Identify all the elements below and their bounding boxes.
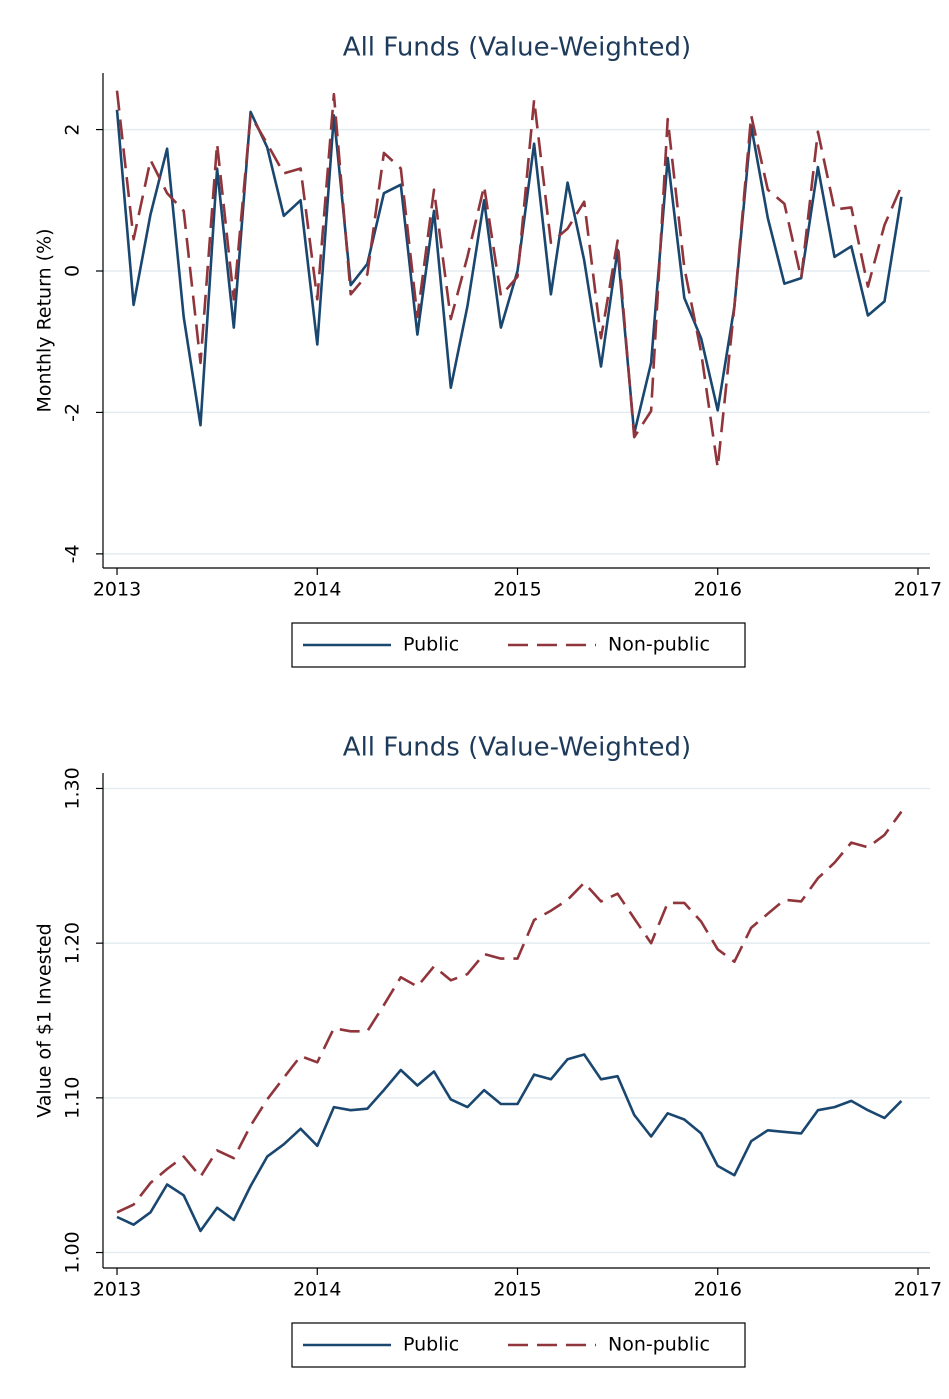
series-line xyxy=(116,1053,903,1233)
x-tick-label: 2016 xyxy=(694,579,742,601)
legend-label: Non-public xyxy=(608,1334,710,1356)
x-tick-label: 2013 xyxy=(93,579,141,601)
x-tick-label: 2013 xyxy=(93,1279,141,1301)
x-tick-label: 2014 xyxy=(293,1279,341,1301)
x-tick-label: 2017 xyxy=(894,579,942,601)
y-tick-label: -4 xyxy=(62,544,84,563)
y-tick-label: -2 xyxy=(62,403,84,422)
x-tick-label: 2015 xyxy=(493,579,541,601)
y-tick-label: 2 xyxy=(62,124,84,136)
y-axis-label: Value of $1 Invested xyxy=(34,923,56,1117)
x-tick-label: 2014 xyxy=(293,579,341,601)
chart-title: All Funds (Value-Weighted) xyxy=(343,733,691,763)
y-tick-label: 0 xyxy=(62,265,84,277)
series-line xyxy=(115,90,903,469)
x-tick-label: 2015 xyxy=(493,1279,541,1301)
legend-label: Public xyxy=(403,1334,459,1356)
chart-title: All Funds (Value-Weighted) xyxy=(343,33,691,63)
y-tick-label: 1.30 xyxy=(62,767,84,809)
y-axis-label: Monthly Return (%) xyxy=(34,228,56,412)
x-tick-label: 2016 xyxy=(694,1279,742,1301)
legend-label: Public xyxy=(403,634,459,656)
legend-label: Non-public xyxy=(608,634,710,656)
y-tick-label: 1.10 xyxy=(62,1077,84,1119)
x-tick-label: 2017 xyxy=(894,1279,942,1301)
series-line xyxy=(116,810,903,1214)
y-tick-label: 1.00 xyxy=(62,1231,84,1273)
y-tick-label: 1.20 xyxy=(62,922,84,964)
